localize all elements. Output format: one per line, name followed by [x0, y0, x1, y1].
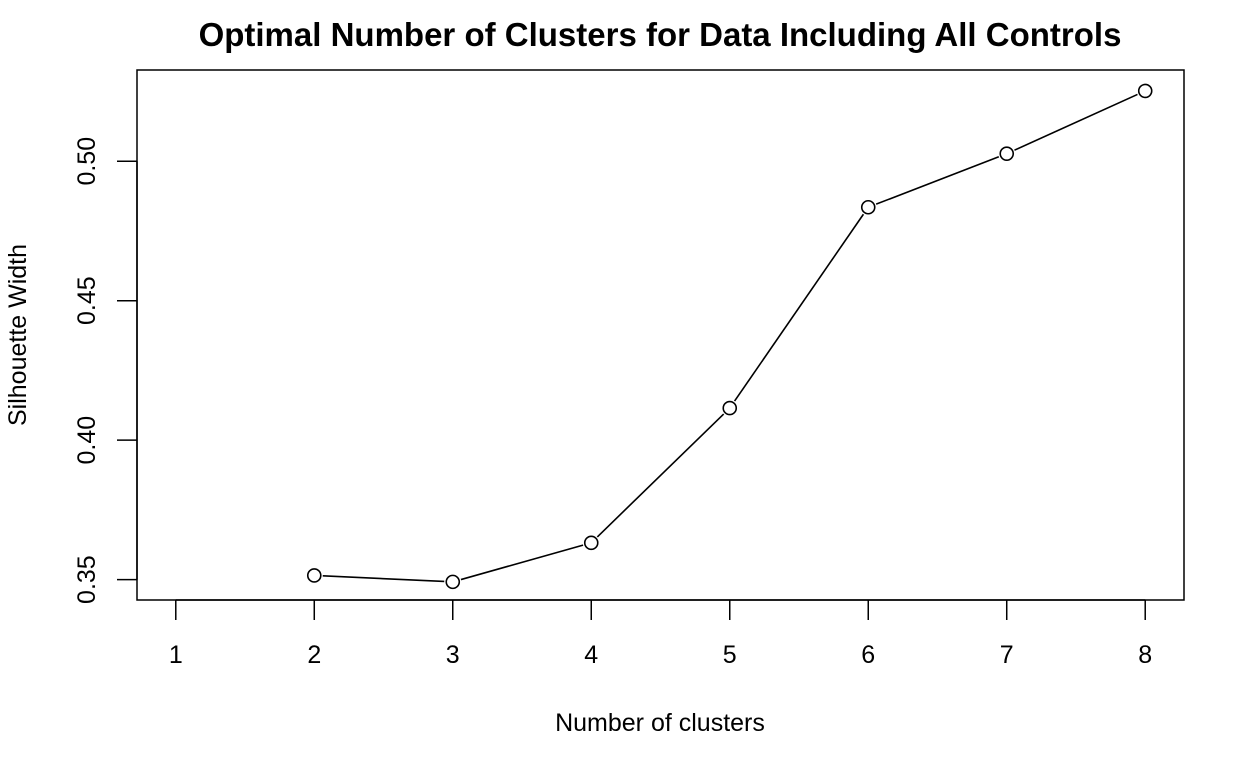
y-axis-label: Silhouette Width — [4, 244, 32, 426]
y-tick-label: 0.35 — [73, 555, 101, 604]
data-point — [306, 568, 322, 583]
y-tick-label: 0.45 — [73, 276, 101, 325]
line-segment — [596, 413, 725, 538]
line-segment — [322, 575, 445, 583]
data-point — [445, 574, 461, 590]
x-tick-label: 6 — [861, 641, 875, 669]
line-segment — [460, 544, 584, 581]
x-tick-label: 4 — [584, 641, 598, 669]
x-tick-label: 3 — [446, 641, 460, 669]
line-segment — [875, 156, 1000, 205]
plot-frame — [136, 69, 1185, 601]
y-tick-label: 0.40 — [73, 416, 101, 465]
line-segment — [733, 213, 865, 402]
chart-title: Optimal Number of Clusters for Data Incl… — [199, 16, 1122, 53]
x-tick-label: 1 — [169, 641, 183, 669]
data-point — [999, 146, 1015, 161]
x-axis: 1 2 3 4 5 6 7 8 — [169, 599, 1152, 669]
data-point — [860, 199, 876, 215]
x-tick-label: 5 — [723, 641, 737, 669]
y-tick-label: 0.50 — [73, 137, 101, 186]
x-axis-label: Number of clusters — [555, 709, 765, 737]
x-tick-label: 8 — [1138, 641, 1152, 669]
data-point — [1137, 83, 1153, 99]
x-tick-label: 7 — [1000, 641, 1014, 669]
data-point — [722, 400, 738, 416]
series-group — [306, 83, 1153, 590]
line-segment — [1014, 93, 1138, 151]
y-axis: 0.35 0.40 0.45 0.50 — [73, 137, 138, 604]
x-tick-label: 2 — [307, 641, 321, 669]
data-point — [583, 535, 599, 551]
